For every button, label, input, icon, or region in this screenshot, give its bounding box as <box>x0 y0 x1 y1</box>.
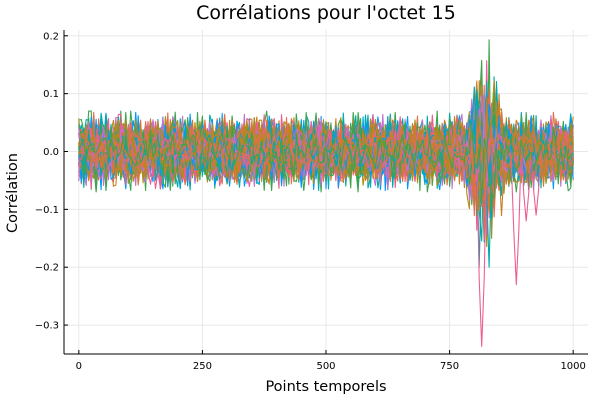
y-tick-label-5: −0.3 <box>35 321 59 332</box>
x-tick-label-2: 500 <box>316 361 335 372</box>
grid <box>64 30 588 354</box>
y-tick-label-0: 0.2 <box>43 31 59 42</box>
series-line-73 <box>78 106 574 210</box>
y-tick-label-2: 0.0 <box>43 147 59 158</box>
series-line-89 <box>78 121 574 204</box>
y-tick-label-1: 0.1 <box>43 89 59 100</box>
chart-title: Corrélations pour l'octet 15 <box>196 2 456 24</box>
x-tick-label-1: 250 <box>193 361 212 372</box>
x-axis-title: Points temporels <box>265 379 386 395</box>
x-tick-label-4: 1000 <box>560 361 585 372</box>
y-axis-title: Corrélation <box>5 153 21 233</box>
y-tick-label-4: −0.2 <box>35 263 59 274</box>
y-tick-label-3: −0.1 <box>35 205 59 216</box>
ticks: 0 250 500 750 1000 0.2 0.1 0.0 −0.1 −0.2 −0.3 <box>35 31 586 372</box>
correlation-traces <box>78 39 574 348</box>
x-tick-label-3: 750 <box>440 361 459 372</box>
series-line-88 <box>78 121 574 218</box>
x-tick-label-0: 0 <box>76 361 82 372</box>
